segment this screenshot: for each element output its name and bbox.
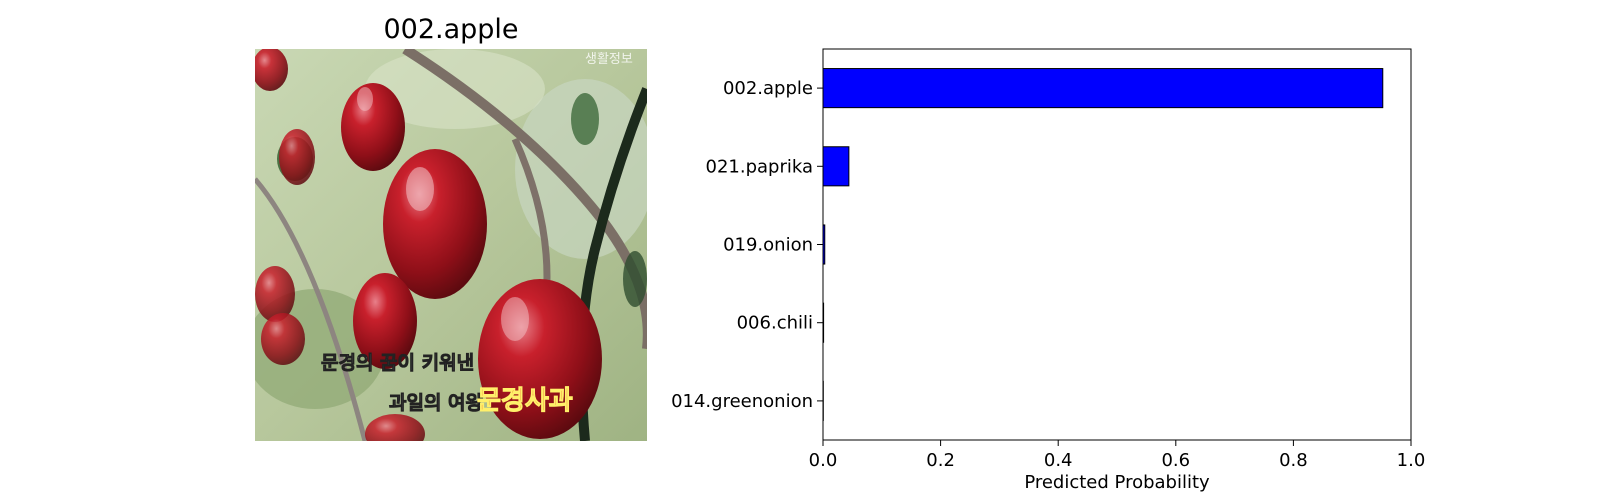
x-tick-label: 0.8 xyxy=(1279,450,1308,471)
y-tick-label: 019.onion xyxy=(723,235,813,256)
x-tick-label: 0.4 xyxy=(1044,450,1073,471)
x-tick-label: 0.0 xyxy=(809,450,838,471)
x-tick-label: 0.2 xyxy=(926,450,955,471)
overlay-brand-text: 문경사과 xyxy=(477,386,573,416)
y-tick-label: 006.chili xyxy=(737,313,813,334)
overlay-caption-line1: 문경의 꿈이 키워낸 xyxy=(321,352,474,374)
bar-002.apple xyxy=(822,68,1384,109)
x-axis-label: Predicted Probability xyxy=(1024,472,1210,493)
y-tick-label: 014.greenonion xyxy=(671,391,813,412)
y-tick-label: 021.paprika xyxy=(706,156,814,177)
plot-frame xyxy=(822,48,1412,441)
fruit-photo: 문경의 꿈이 키워낸 과일의 여왕 문경사과 생활정보 xyxy=(255,49,647,441)
overlay-corner-text: 생활정보 xyxy=(585,52,633,67)
x-tick-label: 1.0 xyxy=(1397,450,1426,471)
bar-021.paprika xyxy=(822,146,850,187)
image-title: 002.apple xyxy=(383,14,519,45)
y-tick-label: 002.apple xyxy=(723,78,813,99)
x-tick-label: 0.6 xyxy=(1161,450,1190,471)
overlay-caption-line2: 과일의 여왕 xyxy=(389,392,484,414)
